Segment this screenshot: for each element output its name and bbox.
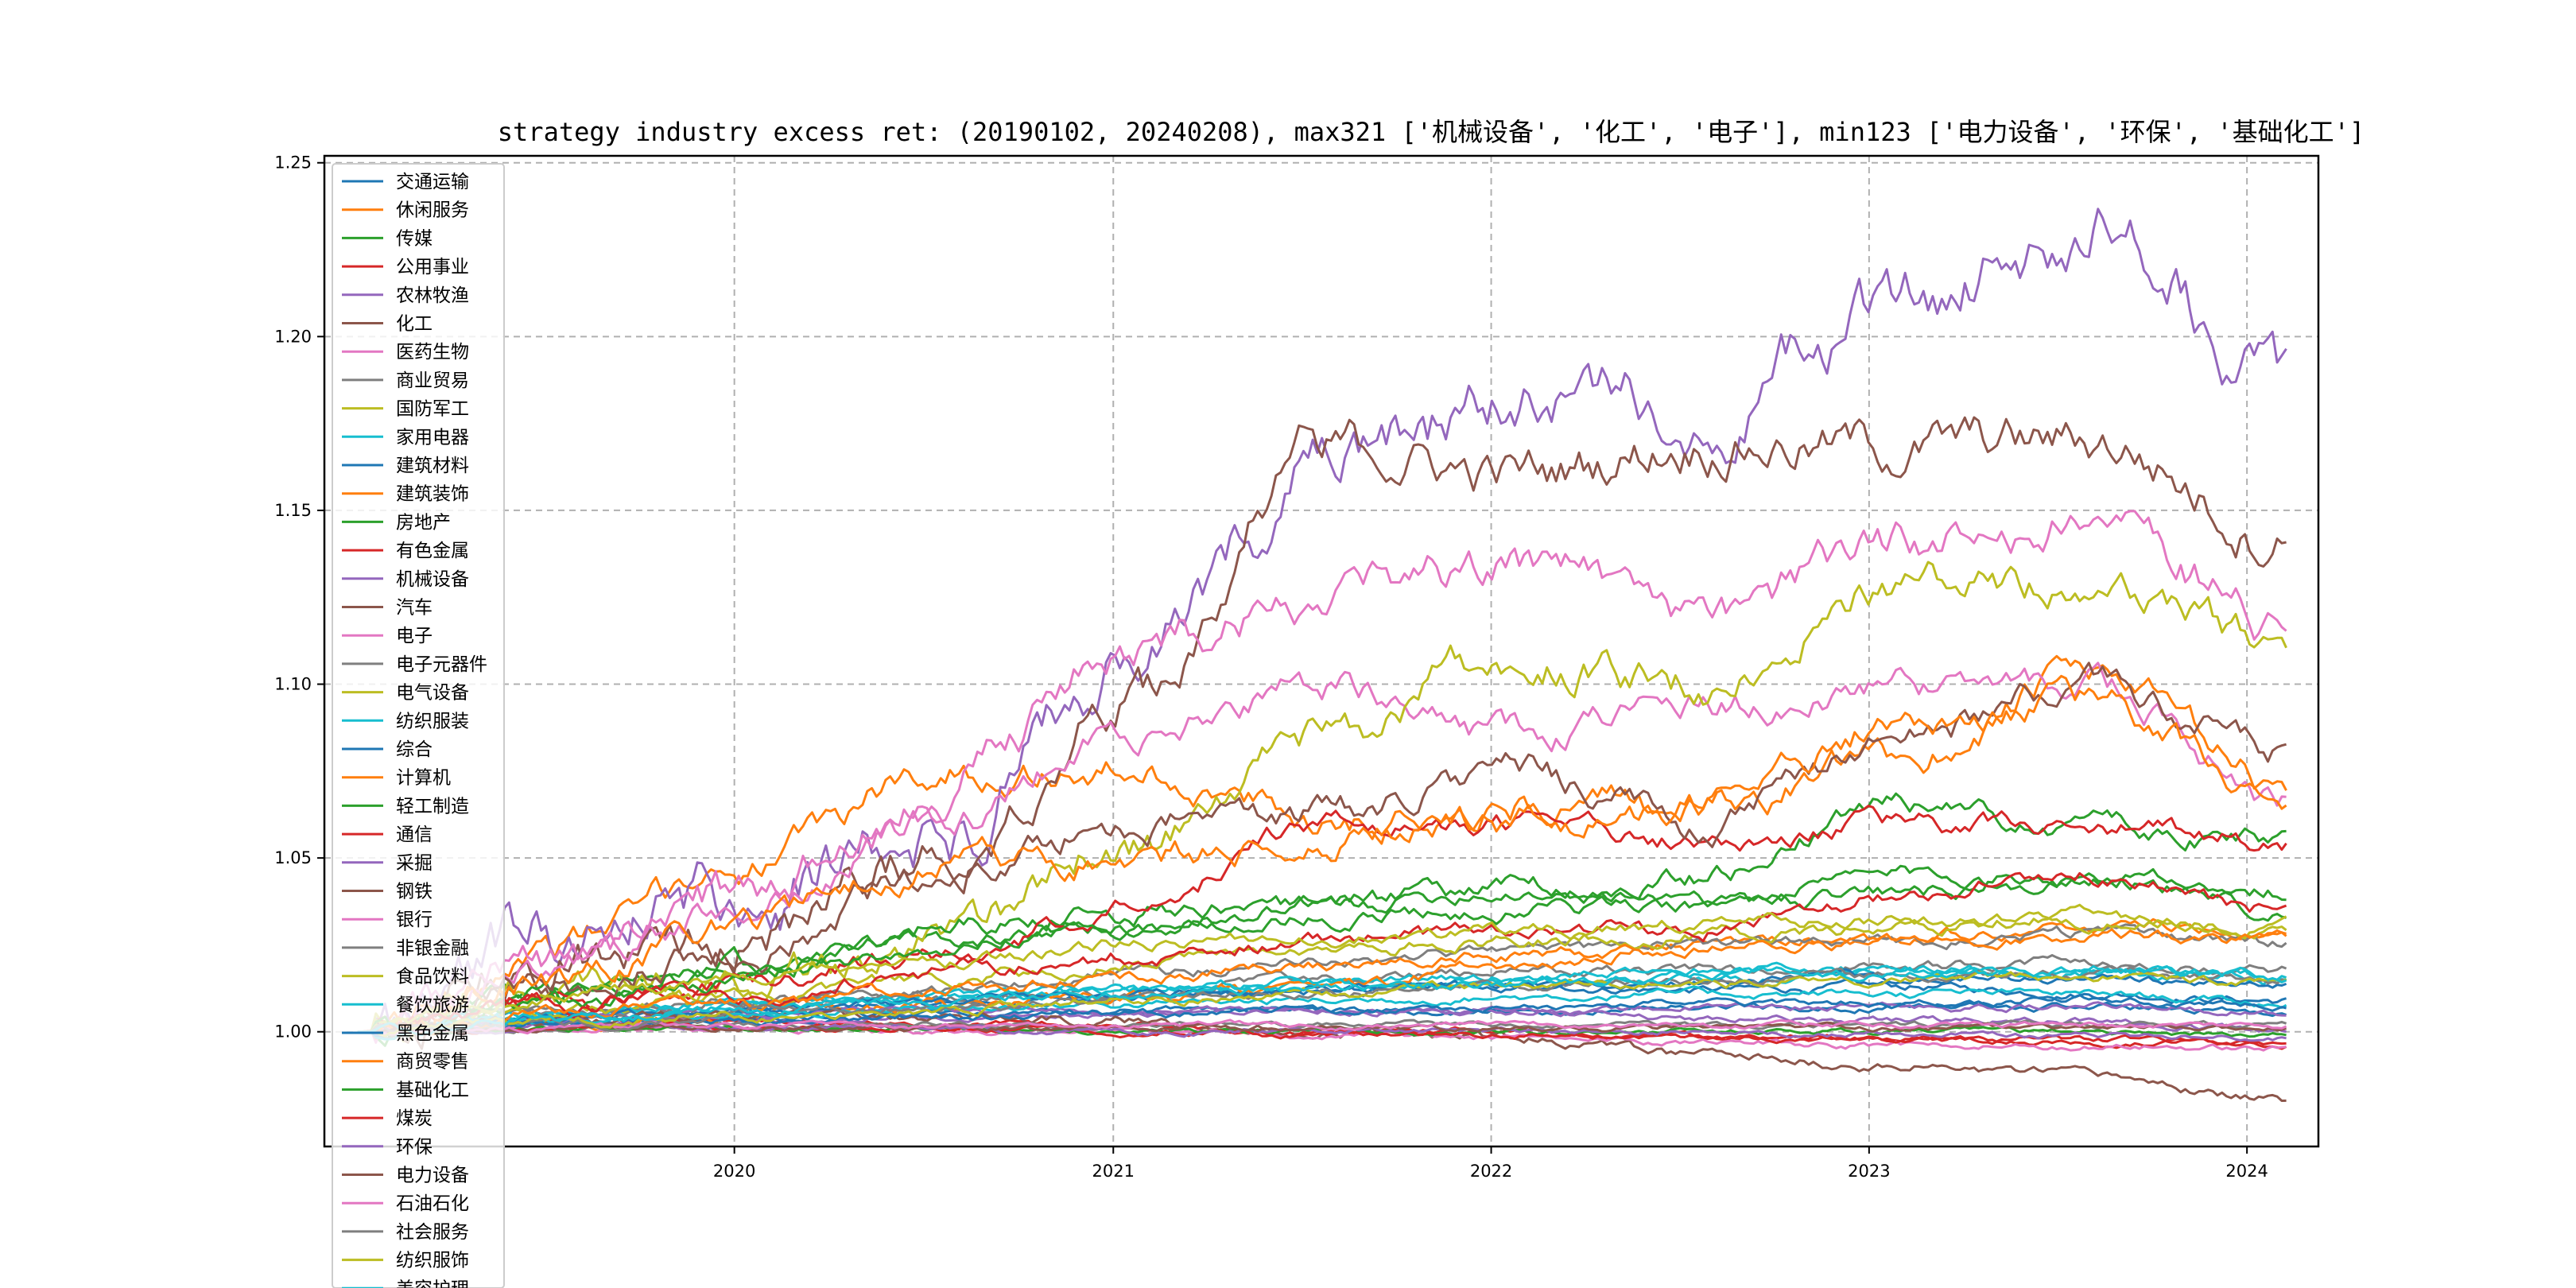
x-tick-label: 2024 [2225, 1162, 2268, 1181]
legend-label: 美容护理 [396, 1278, 469, 1288]
axes: 1.00 1.05 1.10 1.15 1.20 1.25 2020 2021 2022 2023… [274, 153, 2320, 1181]
legend-label: 食品饮料 [396, 967, 469, 987]
series-line [357, 510, 2287, 1044]
legend-label: 通信 [396, 824, 433, 845]
legend-label: 传媒 [396, 228, 433, 249]
legend-label: 钢铁 [396, 882, 433, 902]
legend-label: 环保 [396, 1137, 433, 1158]
y-tick-label: 1.00 [274, 1022, 312, 1042]
legend-label: 电子元器件 [396, 654, 487, 675]
series-line [357, 561, 2287, 1043]
series-line [357, 928, 2287, 1036]
legend-label: 计算机 [396, 768, 451, 789]
legend-box [332, 163, 505, 1288]
legend-label: 化工 [396, 314, 433, 335]
series-line [357, 654, 2287, 1034]
legend-label: 电子 [396, 626, 433, 646]
legend-label: 电气设备 [396, 683, 469, 704]
series-line [357, 208, 2287, 1034]
series-line [357, 964, 2287, 1037]
legend-label: 综合 [396, 739, 433, 760]
legend-label: 非银金融 [396, 938, 469, 959]
legend-label: 汽车 [396, 598, 433, 619]
legend-label: 商贸零售 [396, 1052, 469, 1073]
legend-label: 交通运输 [396, 172, 469, 192]
legend-label: 电力设备 [396, 1166, 469, 1186]
series-line [357, 674, 2287, 1040]
legend-label: 社会服务 [396, 1222, 469, 1243]
x-tick-label: 2021 [1092, 1162, 1135, 1181]
legend-label: 公用事业 [396, 257, 469, 277]
chart-title: strategy industry excess ret: (20190102,… [498, 117, 2365, 147]
legend-label: 商业贸易 [396, 370, 469, 391]
series-line [357, 1021, 2287, 1034]
legend-label: 纺织服装 [396, 711, 469, 731]
x-tick-label: 2023 [1848, 1162, 1890, 1181]
series-line [357, 954, 2287, 1038]
legend-label: 石油石化 [396, 1193, 469, 1214]
legend-label: 国防军工 [396, 399, 469, 420]
y-tick-label: 1.05 [274, 848, 312, 867]
legend-label: 建筑装饰 [396, 484, 469, 505]
legend-label: 纺织服饰 [396, 1251, 469, 1271]
legend-label: 轻工制造 [396, 796, 469, 817]
series-line [357, 965, 2287, 1036]
legend-label: 有色金属 [396, 541, 469, 561]
series-line [357, 923, 2287, 1040]
series-line [357, 1018, 2287, 1036]
legend: 交通运输休闲服务传媒公用事业农林牧渔化工医药生物商业贸易国防军工家用电器建筑材料… [332, 163, 505, 1288]
legend-label: 煤炭 [396, 1108, 433, 1129]
legend-label: 农林牧渔 [396, 285, 469, 306]
legend-label: 房地产 [396, 512, 451, 533]
legend-label: 餐饮旅游 [396, 995, 469, 1015]
series-line [357, 661, 2287, 1036]
x-tick-label: 2022 [1470, 1162, 1512, 1181]
legend-label: 黑色金属 [396, 1023, 469, 1044]
legend-label: 建筑材料 [396, 456, 469, 476]
legend-label: 医药生物 [396, 342, 469, 363]
legend-label: 银行 [396, 910, 433, 930]
legend-label: 家用电器 [396, 427, 469, 448]
legend-label: 基础化工 [396, 1080, 469, 1100]
legend-label: 机械设备 [396, 569, 469, 590]
series-line [357, 964, 2287, 1034]
y-tick-label: 1.25 [274, 153, 312, 173]
legend-label: 采掘 [396, 853, 433, 874]
y-tick-label: 1.20 [274, 327, 312, 346]
series-line [357, 971, 2287, 1038]
series-line [357, 1007, 2287, 1102]
legend-label: 休闲服务 [396, 200, 469, 221]
y-tick-label: 1.15 [274, 501, 312, 520]
x-tick-label: 2020 [713, 1162, 755, 1181]
plot-frame [323, 154, 2320, 1148]
series-line [357, 661, 2287, 1044]
series-line [357, 903, 2287, 1034]
series-lines [357, 208, 2287, 1102]
y-tick-label: 1.10 [274, 675, 312, 694]
